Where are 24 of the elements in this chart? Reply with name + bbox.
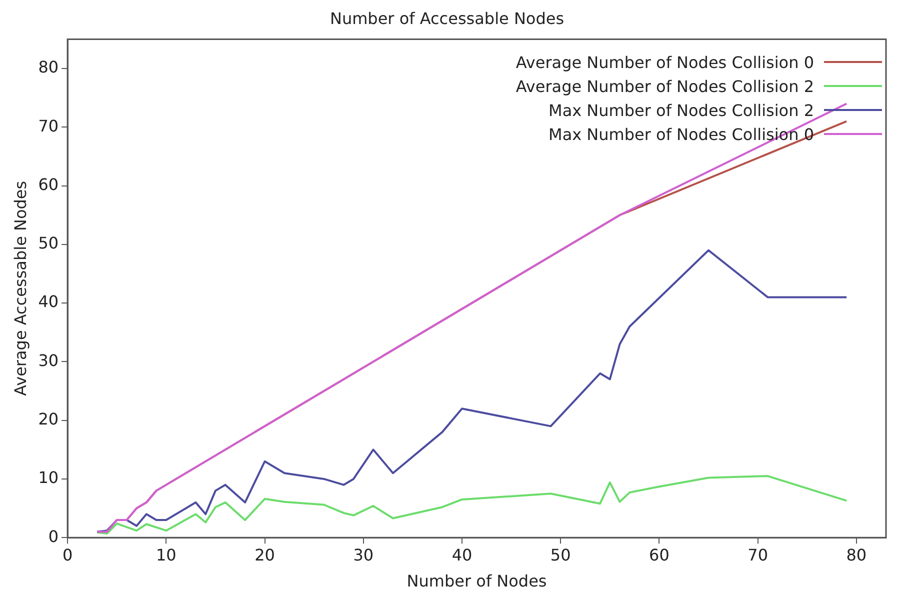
y-tick-label: 20: [38, 409, 59, 428]
legend-label: Average Number of Nodes Collision 2: [516, 76, 814, 96]
legend-label: Max Number of Nodes Collision 2: [548, 100, 814, 120]
legend-label: Average Number of Nodes Collision 0: [516, 52, 814, 72]
x-tick-label: 10: [156, 545, 176, 564]
x-tick-label: 20: [254, 545, 275, 564]
y-tick-label: 40: [38, 292, 59, 312]
y-tick-label: 10: [38, 468, 59, 488]
y-tick-label: 70: [38, 116, 59, 136]
x-tick-label: 70: [748, 545, 768, 564]
x-tick-label: 60: [649, 545, 670, 564]
x-tick-label: 50: [550, 545, 571, 564]
x-tick-label: 30: [353, 545, 374, 564]
x-tick-label: 40: [452, 545, 472, 564]
y-axis-title: Average Accessable Nodes: [10, 180, 30, 396]
y-tick-label: 50: [38, 234, 59, 253]
y-tick-label: 0: [48, 526, 59, 546]
y-tick-label: 80: [38, 58, 59, 77]
x-axis-title: Number of Nodes: [406, 572, 547, 591]
x-tick-label: 80: [846, 545, 867, 564]
y-tick-label: 30: [38, 350, 59, 370]
x-tick-label: 0: [62, 545, 73, 564]
y-tick-label: 60: [38, 174, 59, 194]
chart-title: Number of Accessable Nodes: [330, 8, 564, 28]
